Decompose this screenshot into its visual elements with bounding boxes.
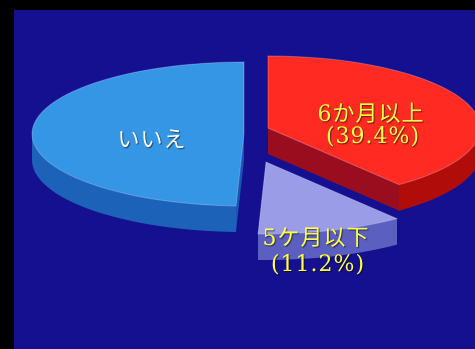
slice-value-over6: (39.4%) — [325, 124, 421, 149]
slice-face-over6 — [268, 128, 399, 211]
slice-side-over6 — [398, 143, 475, 211]
slice-label-under5: 5ケ月以下 — [262, 226, 370, 251]
slice-top-no — [31, 61, 245, 207]
slice-top-over6 — [267, 55, 475, 186]
slice-label-no: いいえ — [117, 128, 187, 153]
pie-slice-over6 — [267, 55, 475, 211]
slice-top-under5 — [257, 161, 399, 235]
slice-side-under5 — [258, 218, 397, 260]
pie-slice-under5 — [257, 161, 399, 260]
slice-face-no — [236, 134, 244, 232]
slice-side-no — [32, 134, 237, 232]
slice-label-over6: 6か月以上 — [317, 102, 425, 127]
pie-slice-no — [31, 61, 245, 232]
slice-value-under5: (11.2%) — [270, 252, 366, 277]
